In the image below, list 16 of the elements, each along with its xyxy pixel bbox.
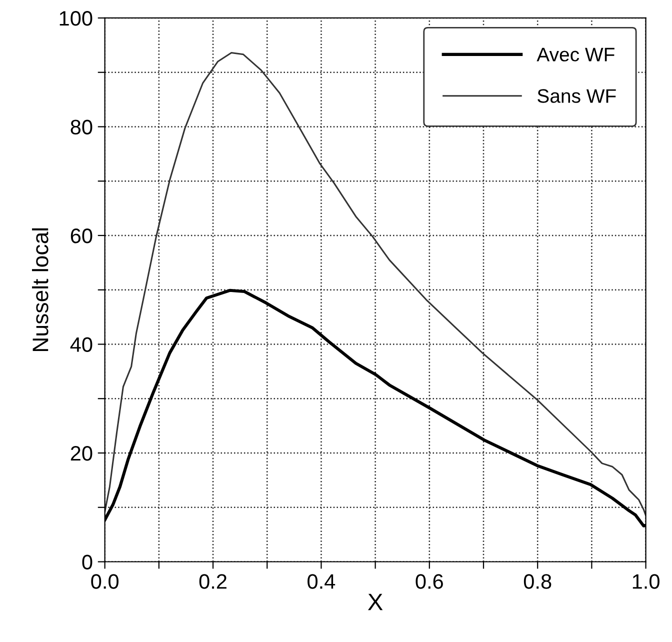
x-tick-label: 0.2 [199,574,226,589]
x-tick-label: 0.8 [524,574,552,589]
y-tick-label: 0 [82,554,92,570]
legend-label: Sans WF [538,89,616,103]
y-tick-label: 100 [60,10,92,26]
y-tick-label: 20 [70,446,92,461]
x-tick-label: 0.4 [308,574,336,589]
x-tick-label: 1.0 [632,574,660,589]
y-tick-label: 40 [70,337,92,352]
y-tick-label: 60 [70,228,92,244]
x-tick-label: 0.0 [91,574,118,589]
x-axis-title: X [368,594,383,610]
y-axis-title: Nusselt local [32,228,48,352]
legend-label: Avec WF [536,48,614,62]
y-tick-label: 80 [70,120,92,134]
x-tick-label: 0.6 [416,574,443,589]
